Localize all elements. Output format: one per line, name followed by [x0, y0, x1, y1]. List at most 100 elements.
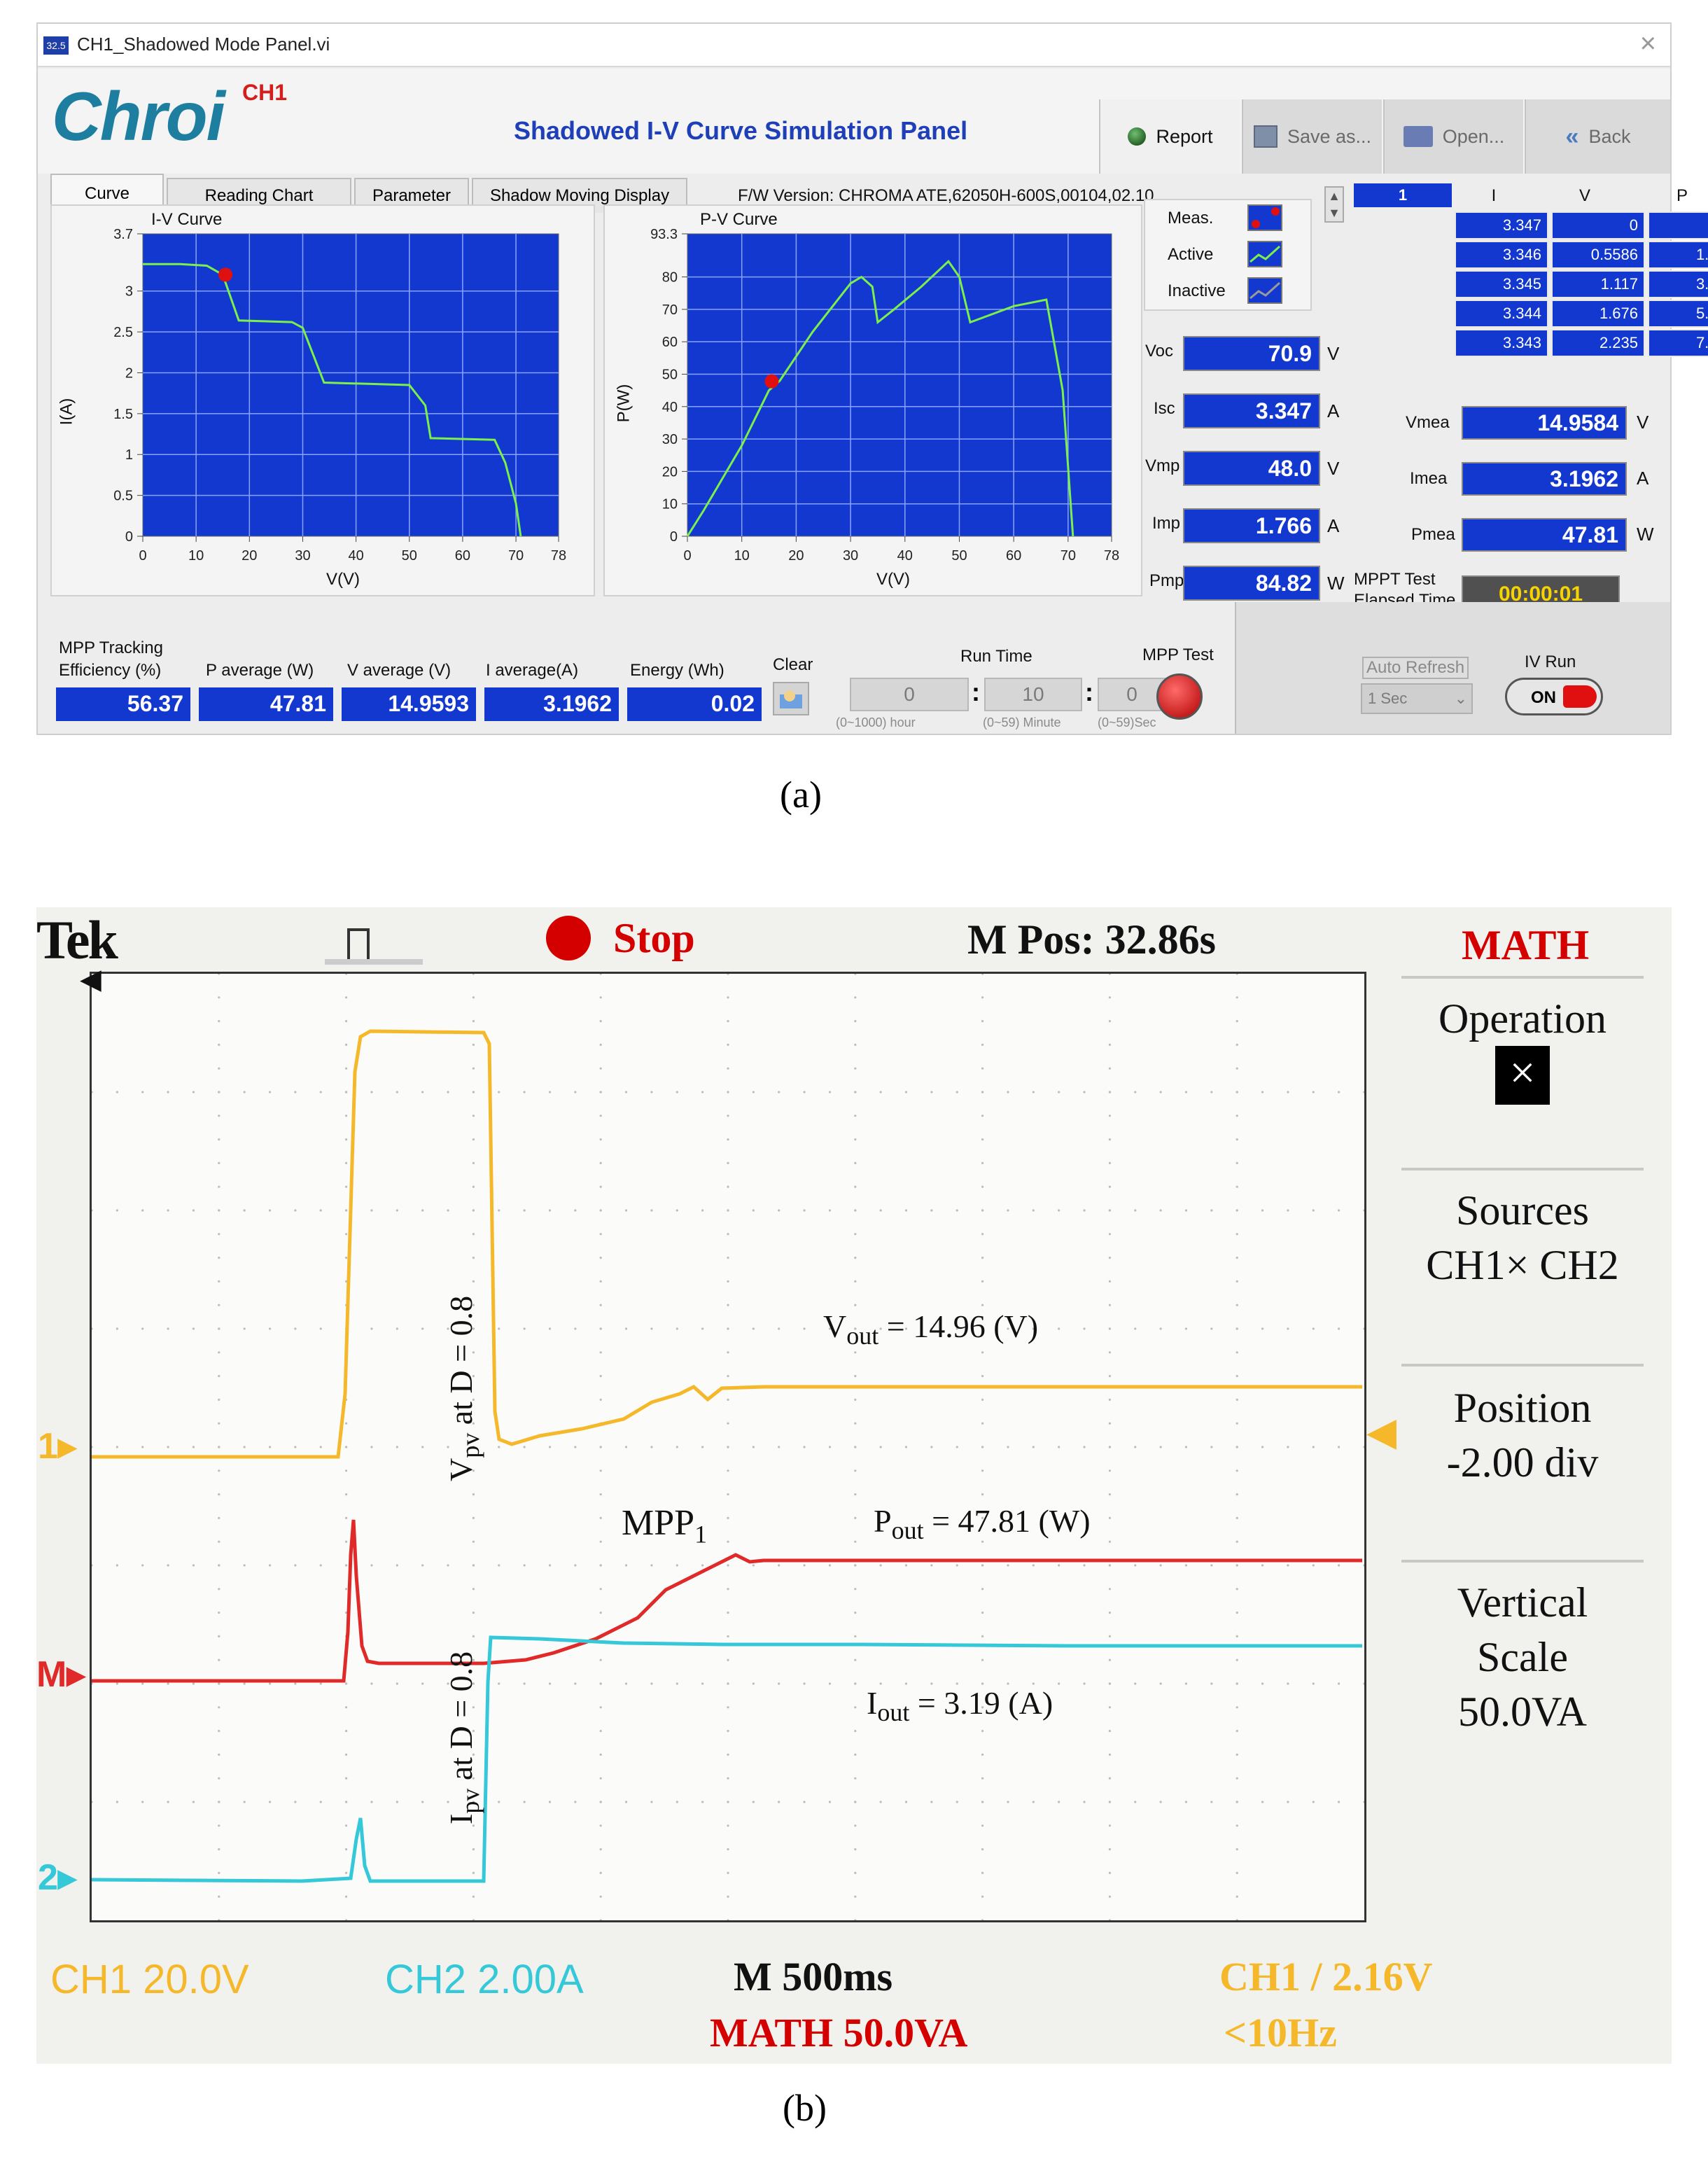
graticule-dot — [472, 996, 475, 999]
position-value: -2.00 div — [1446, 1439, 1599, 1486]
y-tick-label: 1.5 — [113, 407, 133, 422]
graticule-dot — [167, 1327, 169, 1330]
graticule-dot — [1108, 1043, 1111, 1046]
graticule-dot — [981, 1185, 984, 1188]
graticule-dot — [981, 1138, 984, 1141]
graticule-dot — [472, 1753, 475, 1756]
save-as-button[interactable]: Save as... — [1242, 99, 1382, 174]
graticule-dot — [345, 1493, 348, 1496]
table-header-i: I — [1491, 186, 1497, 205]
y-tick-label: 3 — [125, 284, 133, 300]
imp-value: 1.766 — [1183, 508, 1320, 543]
graticule-dot — [192, 1446, 195, 1448]
graticule-dot — [599, 1209, 602, 1212]
graticule-dot — [345, 1185, 348, 1188]
graticule-dot — [1236, 1161, 1238, 1164]
minute-input[interactable]: 10 — [984, 678, 1082, 711]
graticule-dot — [981, 1730, 984, 1733]
graticule-dot — [1134, 1446, 1137, 1448]
graticule-dot — [1007, 1446, 1009, 1448]
graticule-dot — [854, 1280, 857, 1283]
p-average-value: 47.81 — [199, 687, 333, 721]
graticule-dot — [218, 1493, 220, 1496]
auto-refresh-select[interactable]: 1 Sec ⌄ — [1361, 683, 1473, 714]
graticule-dot — [90, 1801, 93, 1803]
isc-value: 3.347 — [1183, 393, 1320, 428]
graticule-dot — [218, 1895, 220, 1898]
graticule-dot — [345, 1564, 348, 1567]
graticule-dot — [981, 1422, 984, 1425]
vertical-scale-menu[interactable]: Vertical Scale 50.0VA — [1401, 1575, 1644, 1739]
table-index[interactable]: 1 — [1354, 183, 1452, 207]
graticule-dot — [650, 1091, 653, 1094]
mpp-test-button[interactable] — [1156, 673, 1203, 720]
graticule-dot — [447, 1801, 449, 1803]
vmp-label: Vmp — [1145, 456, 1180, 475]
graticule-dot — [1108, 1801, 1111, 1803]
graticule-dot — [727, 1091, 729, 1094]
graticule-dot — [599, 1304, 602, 1306]
graticule-dot — [1108, 972, 1111, 975]
graticule-dot — [345, 1020, 348, 1023]
graticule-dot — [955, 1209, 958, 1212]
graticule-dot — [1312, 1564, 1315, 1567]
graticule-dot — [1236, 1020, 1238, 1023]
graticule-dot — [472, 1777, 475, 1780]
graticule-dot — [624, 1682, 628, 1685]
graticule-dot — [1007, 1682, 1009, 1685]
graticule-dot — [752, 1327, 755, 1330]
graticule-dot — [624, 1564, 628, 1567]
graticule-dot — [268, 1446, 272, 1448]
graticule-dot — [599, 1540, 602, 1543]
graticule-dot — [319, 1564, 322, 1567]
graticule-dot — [1236, 1304, 1238, 1306]
graticule-dot — [981, 1091, 984, 1094]
graticule-dot — [90, 1327, 93, 1330]
open-button[interactable]: Open... — [1383, 99, 1523, 174]
graticule-dot — [319, 1327, 322, 1330]
graticule-dot — [1236, 1375, 1238, 1378]
position-menu[interactable]: Position -2.00 div — [1401, 1381, 1644, 1490]
index-spinner[interactable]: ▲ ▼ — [1324, 186, 1344, 223]
iv-run-toggle[interactable]: ON — [1505, 678, 1603, 715]
graticule-dot — [218, 1257, 220, 1259]
graticule-dot — [854, 1327, 857, 1330]
graticule-dot — [1058, 1564, 1060, 1567]
graticule-dot — [90, 1564, 93, 1567]
firmware-version: F/W Version: CHROMA ATE,62050H-600S,0010… — [738, 186, 1154, 205]
graticule-dot — [396, 1682, 398, 1685]
vmp-value: 48.0 — [1183, 451, 1320, 486]
graticule-dot — [854, 1138, 857, 1141]
graticule-dot — [218, 1185, 220, 1188]
report-label: Report — [1156, 125, 1213, 147]
close-icon[interactable]: × — [1639, 28, 1656, 59]
report-button[interactable]: Report — [1099, 99, 1240, 174]
graticule-dot — [981, 1280, 984, 1283]
x-tick-label: 60 — [455, 548, 470, 564]
hour-input[interactable]: 0 — [850, 678, 969, 711]
clear-button[interactable] — [773, 682, 809, 715]
graticule-dot — [752, 1446, 755, 1448]
graticule-dot — [727, 996, 729, 999]
second-input[interactable]: 0 — [1098, 678, 1166, 711]
graticule-dot — [727, 1375, 729, 1378]
graticule-dot — [218, 1919, 220, 1922]
graticule-dot — [1312, 1327, 1315, 1330]
legend-meas: Meas. — [1168, 209, 1214, 228]
graticule-dot — [294, 1209, 297, 1212]
graticule-dot — [345, 1422, 348, 1425]
graticule-dot — [1236, 1091, 1238, 1094]
graticule-dot — [727, 1020, 729, 1023]
back-button[interactable]: « Back — [1525, 99, 1670, 174]
graticule-dot — [599, 1161, 602, 1164]
graticule-dot — [1083, 1209, 1086, 1212]
operation-menu[interactable]: Operation × — [1401, 991, 1644, 1105]
sources-menu[interactable]: Sources CH1× CH2 — [1401, 1183, 1644, 1292]
y-tick-label: 1 — [125, 447, 133, 463]
isc-label: Isc — [1154, 399, 1175, 418]
graticule-dot — [1236, 1257, 1238, 1259]
graticule-dot — [1236, 1446, 1238, 1448]
chroma-logo: Chroi — [52, 78, 225, 155]
graticule-dot — [599, 1516, 602, 1519]
vpv-symbol: V — [443, 1458, 479, 1481]
